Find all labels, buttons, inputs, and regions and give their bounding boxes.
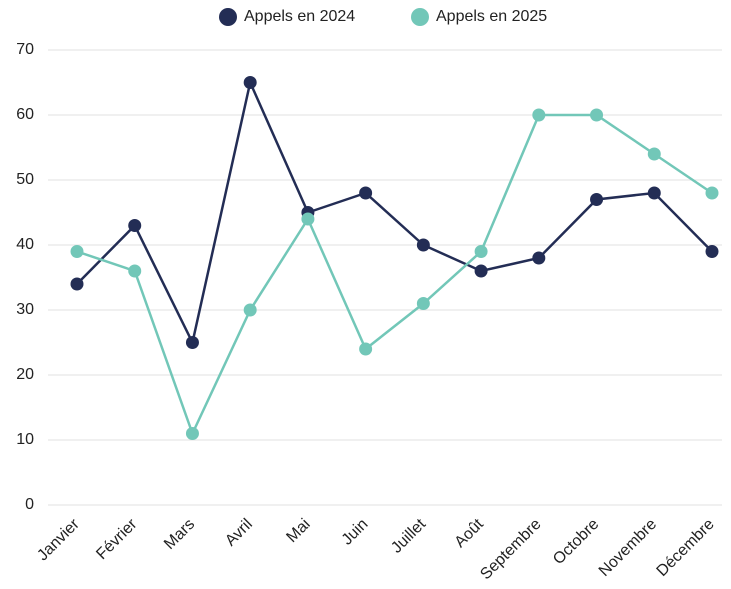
series-line bbox=[76, 113, 713, 437]
x-tick-label: Janvier bbox=[34, 515, 83, 564]
x-tick-label: Juillet bbox=[388, 515, 429, 556]
x-tick-label: Avril bbox=[222, 516, 256, 550]
legend-label: Appels en 2025 bbox=[436, 8, 547, 25]
y-tick-label: 20 bbox=[16, 366, 34, 383]
data-point bbox=[416, 238, 430, 252]
data-point bbox=[590, 193, 604, 206]
legend-item: Appels en 2025 bbox=[411, 8, 547, 26]
data-point bbox=[185, 336, 199, 349]
x-tick-label: Mai bbox=[283, 516, 313, 546]
y-tick-label: 50 bbox=[16, 171, 34, 188]
data-point bbox=[128, 219, 142, 232]
x-tick-label: Octobre bbox=[550, 516, 602, 568]
data-point bbox=[70, 245, 84, 258]
data-point bbox=[590, 108, 604, 122]
data-point bbox=[647, 186, 661, 200]
data-point bbox=[359, 186, 373, 200]
data-point bbox=[474, 245, 488, 258]
y-tick-label: 0 bbox=[25, 496, 34, 513]
x-tick-label: Juin bbox=[339, 516, 372, 549]
data-point bbox=[301, 212, 315, 226]
y-tick-label: 60 bbox=[16, 106, 34, 123]
legend-label: Appels en 2024 bbox=[244, 8, 355, 25]
series-line bbox=[76, 78, 713, 347]
data-point bbox=[243, 76, 257, 89]
data-point bbox=[243, 303, 257, 317]
data-point bbox=[532, 108, 546, 122]
y-tick-label: 30 bbox=[16, 301, 34, 318]
data-point bbox=[705, 245, 719, 258]
y-tick-label: 40 bbox=[16, 236, 34, 253]
x-tick-label: Mars bbox=[161, 516, 198, 553]
data-point bbox=[70, 277, 84, 291]
data-point bbox=[416, 297, 430, 310]
x-tick-label: Décembre bbox=[654, 516, 718, 580]
x-tick-label: Septembre bbox=[477, 516, 544, 583]
data-point bbox=[185, 427, 199, 440]
data-point bbox=[705, 186, 719, 200]
x-tick-label: Février bbox=[93, 515, 141, 563]
x-tick-label: Novembre bbox=[596, 516, 660, 580]
data-point bbox=[359, 342, 373, 356]
data-point bbox=[474, 264, 488, 278]
legend-item: Appels en 2024 bbox=[219, 8, 355, 26]
data-point bbox=[647, 147, 661, 161]
data-point bbox=[532, 251, 546, 265]
data-point bbox=[128, 264, 142, 278]
y-tick-label: 10 bbox=[16, 431, 34, 448]
legend-marker bbox=[219, 8, 237, 26]
legend-marker bbox=[411, 8, 429, 26]
x-tick-label: Août bbox=[452, 515, 488, 551]
y-tick-label: 70 bbox=[16, 41, 34, 58]
